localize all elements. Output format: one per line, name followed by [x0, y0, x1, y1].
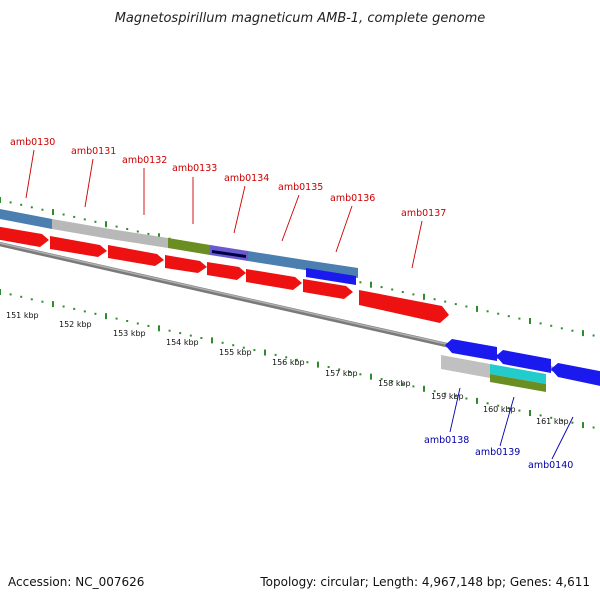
- kbp-labels: 151 kbp 152 kbp 153 kbp 154 kbp 155 kbp …: [6, 311, 569, 426]
- gene-label-amb0140: amb0140: [528, 460, 573, 471]
- feature-bar: [490, 374, 546, 392]
- forward-gene-arrows: [0, 226, 449, 323]
- gene-arrow-amb0131: [50, 236, 107, 257]
- gene-arrow-amb0138: [445, 339, 497, 361]
- kbp-label: 159 kbp: [431, 392, 464, 401]
- feature-bar: [248, 251, 305, 270]
- gene-arrow-amb0130: [0, 226, 49, 247]
- feature-bar: [110, 229, 168, 248]
- gene-arrow-amb0139: [496, 350, 551, 373]
- gene-label-amb0135: amb0135: [278, 182, 323, 193]
- kbp-label: 158 kbp: [378, 379, 411, 388]
- feature-lane: [0, 208, 546, 392]
- kbp-label: 152 kbp: [59, 320, 92, 329]
- gene-arrow-amb0132: [108, 245, 164, 266]
- feature-bar: [212, 250, 246, 258]
- kbp-label: 160 kbp: [483, 405, 516, 414]
- lower-gene-labels: amb0138 amb0139 amb0140: [424, 387, 574, 471]
- gene-arrow-amb0135: [246, 269, 302, 290]
- kbp-label: 153 kbp: [113, 329, 146, 338]
- gene-arrow-amb0133: [165, 255, 207, 273]
- gene-label-amb0139: amb0139: [475, 447, 520, 458]
- gene-arrow-amb0136: [303, 279, 353, 299]
- kbp-label: 151 kbp: [6, 311, 39, 320]
- kbp-label: 155 kbp: [219, 348, 252, 357]
- gene-label-amb0130: amb0130: [10, 137, 55, 148]
- topology-text: Topology: circular; Length: 4,967,148 bp…: [259, 575, 590, 589]
- gene-arrow-amb0140: [551, 363, 600, 386]
- gene-label-amb0133: amb0133: [172, 163, 217, 174]
- gene-label-amb0136: amb0136: [330, 193, 375, 204]
- gene-label-amb0138: amb0138: [424, 435, 469, 446]
- feature-bar: [441, 355, 490, 378]
- gene-arrow-amb0134: [207, 262, 246, 280]
- feature-bar: [490, 364, 546, 384]
- reverse-gene-arrows: [445, 339, 600, 386]
- kbp-label: 154 kbp: [166, 338, 199, 347]
- feature-bar: [0, 208, 52, 229]
- gene-label-amb0131: amb0131: [71, 146, 116, 157]
- gene-label-amb0137: amb0137: [401, 208, 446, 219]
- gene-label-amb0134: amb0134: [224, 173, 269, 184]
- gene-arrow-amb0137: [359, 290, 449, 323]
- gene-label-amb0132: amb0132: [122, 155, 167, 166]
- kbp-label: 161 kbp: [536, 417, 569, 426]
- lower-tick-row: [0, 289, 595, 429]
- feature-bar: [306, 268, 356, 285]
- genome-title: Magnetospirillum magneticum AMB-1, compl…: [115, 11, 486, 26]
- feature-bar: [305, 260, 358, 278]
- accession-text: Accession: NC_007626: [8, 575, 144, 589]
- feature-bar: [168, 238, 210, 255]
- kbp-label: 156 kbp: [272, 358, 305, 367]
- upper-gene-labels: amb0130 amb0131 amb0132 amb0133 amb0134 …: [10, 137, 446, 269]
- kbp-label: 157 kbp: [325, 369, 358, 378]
- feature-bar: [52, 219, 110, 239]
